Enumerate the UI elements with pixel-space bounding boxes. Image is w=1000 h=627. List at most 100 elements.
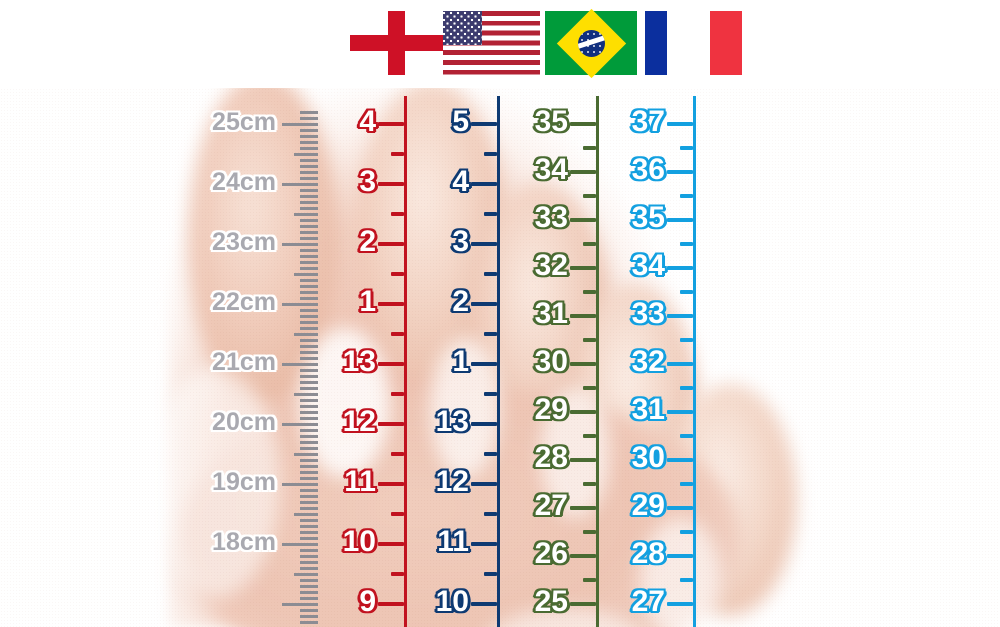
uk-tick-minor <box>391 212 404 216</box>
cm-tick-mm <box>300 410 318 414</box>
cm-tick-mm <box>300 308 318 312</box>
us-label: 2 <box>452 285 469 318</box>
cm-tick-mm <box>300 476 318 480</box>
br-tick-minor <box>583 194 596 198</box>
br-label: 27 <box>534 489 568 522</box>
cm-tick-mm <box>300 236 318 240</box>
us-label: 13 <box>435 405 469 438</box>
cm-tick-mm <box>300 134 318 138</box>
us-tick-minor <box>484 332 497 336</box>
flag-row <box>0 0 1000 88</box>
eu-tick-major <box>667 410 693 414</box>
us-label: 3 <box>452 225 469 258</box>
eu-tick-major <box>667 266 693 270</box>
eu-tick-marks <box>667 0 697 627</box>
uk-tick-minor <box>391 572 404 576</box>
us-tick-minor <box>484 212 497 216</box>
eu-label: 33 <box>631 297 665 330</box>
left-edge-highlight <box>150 368 280 598</box>
england-flag <box>350 11 443 75</box>
br-tick-minor <box>583 290 596 294</box>
br-label: 26 <box>534 537 568 570</box>
eu-label: 29 <box>631 489 665 522</box>
brazil-flag <box>545 8 637 78</box>
br-label: 35 <box>534 105 568 138</box>
cm-tick-mm <box>300 314 318 318</box>
cm-tick-mm <box>300 158 318 162</box>
st-george-cross-vertical <box>388 11 405 75</box>
uk-label: 1 <box>359 285 376 318</box>
us-axis-line <box>497 96 500 627</box>
cm-tick-mm <box>300 218 318 222</box>
cm-tick-mm <box>300 380 318 384</box>
brazil-labels: 35 34 33 32 31 30 29 28 27 26 25 <box>508 0 568 627</box>
france-white-band <box>667 11 710 75</box>
brazil-axis-line <box>596 96 599 627</box>
eu-tick-minor <box>680 578 693 582</box>
cm-tick-mm <box>300 326 318 330</box>
eu-label: 27 <box>631 585 665 618</box>
uk-tick-major <box>378 422 404 426</box>
uk-axis-line <box>404 96 407 627</box>
cm-tick-major <box>282 122 318 126</box>
cm-tick-mm <box>300 488 318 492</box>
cm-tick-major <box>282 422 318 426</box>
uk-label: 4 <box>359 105 376 138</box>
cm-tick-mm <box>300 434 318 438</box>
br-tick-minor <box>583 386 596 390</box>
br-tick-major <box>570 362 596 366</box>
cm-tick-mm <box>300 368 318 372</box>
cm-tick-mm <box>300 266 318 270</box>
br-tick-major <box>570 554 596 558</box>
cm-tick-mm <box>300 506 318 510</box>
cm-tick-mm <box>300 446 318 450</box>
cm-tick-half <box>294 512 318 516</box>
france-red-band <box>710 11 742 75</box>
cm-tick-major <box>282 362 318 366</box>
eu-tick-major <box>667 362 693 366</box>
cm-tick-mm <box>300 128 318 132</box>
cm-tick-mm <box>300 464 318 468</box>
cm-label: 24cm <box>212 168 276 196</box>
scale-cm: 25cm 24cm 23cm 22cm 21cm 20cm 19cm 18cm <box>0 0 320 627</box>
cm-tick-mm <box>300 428 318 432</box>
cm-label: 19cm <box>212 468 276 496</box>
br-tick-major <box>570 122 596 126</box>
cm-tick-mm <box>300 374 318 378</box>
eu-tick-minor <box>680 530 693 534</box>
uk-labels: 4 3 2 1 13 12 11 10 9 <box>330 0 376 627</box>
cm-tick-mm <box>300 296 318 300</box>
cm-tick-mm <box>300 590 318 594</box>
eu-tick-major <box>667 458 693 462</box>
cm-tick-half <box>294 392 318 396</box>
eu-tick-major <box>667 506 693 510</box>
us-tick-major <box>471 122 497 126</box>
cm-tick-mm <box>300 206 318 210</box>
eu-tick-minor <box>680 242 693 246</box>
us-tick-minor <box>484 152 497 156</box>
us-tick-minor <box>484 512 497 516</box>
eu-tick-minor <box>680 482 693 486</box>
usa-stars <box>443 11 482 45</box>
cm-tick-mm <box>300 518 318 522</box>
uk-label: 3 <box>359 165 376 198</box>
cm-tick-major <box>282 242 318 246</box>
cm-label: 21cm <box>212 348 276 376</box>
uk-label: 11 <box>344 465 376 498</box>
cm-tick-mm <box>300 470 318 474</box>
br-tick-major <box>570 458 596 462</box>
eu-label: 34 <box>631 249 665 282</box>
cm-tick-mm <box>300 530 318 534</box>
usa-canton <box>443 11 482 45</box>
cm-tick-mm <box>300 248 318 252</box>
eu-axis-line <box>693 96 696 627</box>
cm-tick-mm <box>300 398 318 402</box>
cm-tick-mm <box>300 320 318 324</box>
br-tick-major <box>570 170 596 174</box>
us-tick-major <box>471 422 497 426</box>
cm-tick-mm <box>300 584 318 588</box>
cm-tick-half <box>294 212 318 216</box>
cm-tick-mm <box>300 290 318 294</box>
cm-tick-mm <box>300 524 318 528</box>
